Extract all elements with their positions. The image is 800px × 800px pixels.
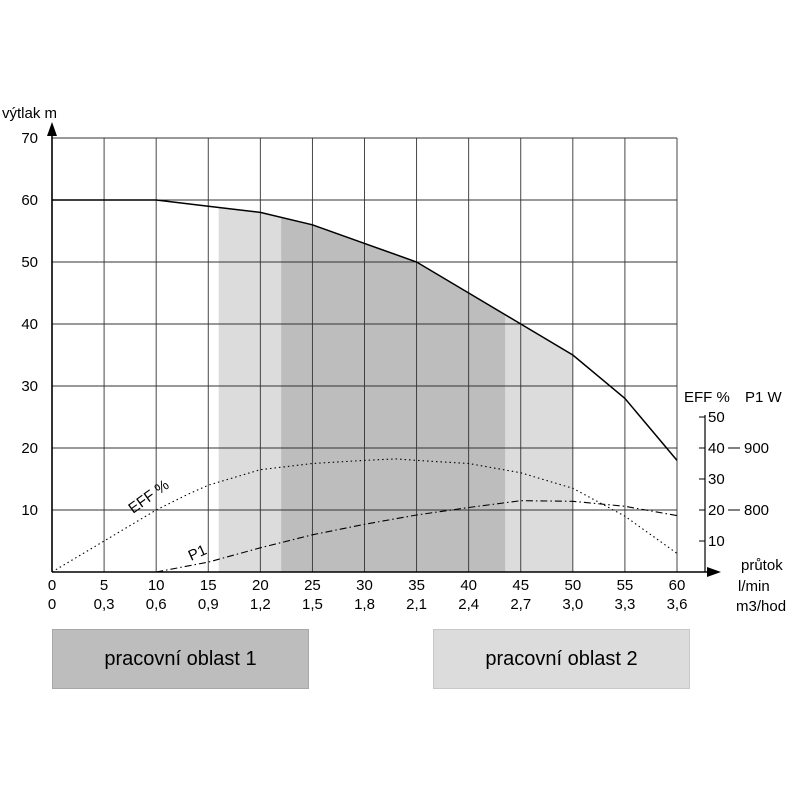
x-axis-title-lmin: l/min	[738, 578, 770, 595]
x-tick-label-lmin: 20	[252, 577, 269, 594]
x-tick-label-m3h: 2,7	[510, 596, 531, 613]
eff-curve-label: EFF %	[125, 477, 172, 518]
legend-zone1-label: pracovní oblast 1	[104, 647, 257, 670]
eff-tick-label: 20	[708, 502, 725, 519]
y-tick-label: 20	[21, 440, 38, 457]
y-axis-arrow	[47, 122, 57, 136]
legend-zone2-label: pracovní oblast 2	[485, 647, 638, 670]
eff-tick-label: 30	[708, 471, 725, 488]
series	[51, 199, 678, 573]
head-curve	[52, 199, 678, 461]
x-tick-label-m3h: 3,3	[614, 596, 635, 613]
eff-tick-label: 40	[708, 440, 725, 457]
p1-curve-label: P1	[186, 542, 210, 565]
x-tick-label-m3h: 3,6	[667, 596, 688, 613]
legend-operating-zone-1: pracovní oblast 1	[52, 629, 309, 689]
x-axis-arrow	[707, 567, 721, 577]
x-tick-label-lmin: 5	[100, 577, 108, 594]
zone-1-area	[281, 217, 506, 572]
x-tick-label-m3h: 1,5	[302, 596, 323, 613]
x-tick-label-lmin: 40	[460, 577, 477, 594]
x-axis-title-flow: průtok	[741, 557, 783, 574]
x-tick-label-m3h: 0,9	[198, 596, 219, 613]
x-tick-label-lmin: 15	[200, 577, 217, 594]
x-tick-label-m3h: 0	[48, 596, 56, 613]
x-tick-label-lmin: 60	[669, 577, 686, 594]
x-tick-label-m3h: 1,2	[250, 596, 271, 613]
eff-curve	[51, 458, 678, 573]
x-tick-label-lmin: 10	[148, 577, 165, 594]
axes	[47, 122, 740, 577]
x-tick-label-lmin: 50	[564, 577, 581, 594]
eff-tick-label: 10	[708, 533, 725, 550]
y-tick-label: 50	[21, 254, 38, 271]
y-tick-label: 70	[21, 130, 38, 147]
x-tick-label-m3h: 0,3	[94, 596, 115, 613]
x-tick-label-m3h: 2,1	[406, 596, 427, 613]
operating-zones	[218, 207, 573, 572]
y-axis-title: výtlak m	[2, 105, 57, 122]
p1-tick-label: 800	[744, 502, 769, 519]
right-axis-title-p1: P1 W	[745, 389, 783, 406]
x-axis-title-m3h: m3/hod	[736, 598, 786, 615]
x-tick-label-lmin: 55	[617, 577, 634, 594]
y-tick-label: 30	[21, 378, 38, 395]
y-tick-label: 60	[21, 192, 38, 209]
x-tick-label-lmin: 30	[356, 577, 373, 594]
x-tick-label-lmin: 35	[408, 577, 425, 594]
eff-tick-label: 50	[708, 409, 725, 426]
y-tick-label: 40	[21, 316, 38, 333]
y-tick-label: 10	[21, 502, 38, 519]
x-tick-label-lmin: 25	[304, 577, 321, 594]
legend-operating-zone-2: pracovní oblast 2	[433, 629, 690, 689]
x-tick-label-lmin: 45	[512, 577, 529, 594]
x-tick-label-m3h: 3,0	[562, 596, 583, 613]
p1-curve	[156, 500, 678, 573]
x-tick-label-m3h: 1,8	[354, 596, 375, 613]
x-tick-label-m3h: 0,6	[146, 596, 167, 613]
x-tick-label-m3h: 2,4	[458, 596, 479, 613]
x-tick-label-lmin: 0	[48, 577, 56, 594]
right-axis-title-eff: EFF %	[684, 389, 730, 406]
p1-tick-label: 900	[744, 440, 769, 457]
